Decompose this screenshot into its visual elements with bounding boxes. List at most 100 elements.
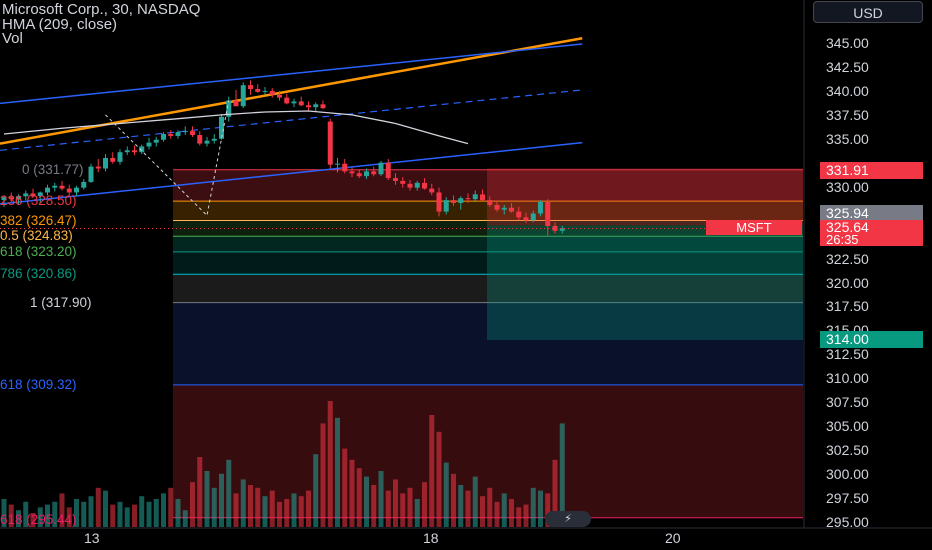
fib-zone: [173, 302, 803, 385]
volume-bar: [451, 473, 456, 527]
volume-bar: [161, 493, 166, 527]
candle-body: [255, 88, 261, 92]
candle-body: [422, 182, 427, 189]
volume-bar: [313, 454, 319, 527]
volume-bar: [95, 487, 101, 527]
volume-bar: [385, 490, 391, 527]
candle-body: [23, 193, 29, 197]
candle-body: [414, 182, 420, 188]
volume-bar: [291, 493, 297, 527]
candle-body: [393, 178, 398, 181]
symbol-title[interactable]: Microsoft Corp., 30, NASDAQ: [2, 1, 201, 18]
hma-curve: [3, 110, 469, 145]
candlesticks: [0, 80, 803, 236]
candle-body: [117, 152, 123, 162]
price-tick: 297.50: [826, 490, 869, 507]
candle-body: [37, 192, 43, 197]
volume-bar: [545, 493, 551, 527]
candle-body: [523, 217, 529, 221]
candle-body: [124, 150, 130, 153]
volume-bar: [472, 476, 478, 527]
candle-body: [74, 187, 79, 193]
price-tick: 310.00: [826, 370, 869, 387]
candle-body: [132, 150, 137, 153]
volume-bar: [465, 490, 471, 527]
candle-body: [248, 85, 253, 89]
candle-body: [400, 180, 406, 184]
candle-body: [30, 193, 36, 197]
symbol-badge: MSFT: [706, 220, 802, 235]
volume-bar: [1, 499, 7, 527]
upper-price-badge: 331.91: [820, 162, 923, 179]
volume-bar: [371, 485, 377, 527]
hma-legend[interactable]: HMA (209, close): [2, 16, 118, 33]
fib-level-label: 1 (317.90): [30, 294, 92, 310]
candle-body: [487, 200, 493, 205]
candle-body: [45, 187, 50, 193]
volume-bar: [37, 507, 43, 527]
volume-bar: [226, 459, 232, 527]
volume-bar: [66, 507, 72, 527]
candle-body: [1, 197, 7, 201]
candle-body: [269, 90, 275, 95]
time-tick: 20: [665, 530, 681, 546]
volume-bar: [480, 496, 485, 527]
volume-bar: [240, 479, 246, 527]
candle-body: [494, 204, 500, 210]
volume-bar: [74, 499, 79, 527]
volume-bar: [197, 457, 203, 527]
candle-body: [146, 142, 152, 147]
volume-bar: [284, 499, 290, 527]
regression-channel[interactable]: [0, 36, 583, 205]
volume-bar: [204, 471, 210, 527]
candle-body: [371, 171, 377, 175]
candle-body: [291, 101, 297, 104]
fib-level-label: 236 (328.50): [0, 193, 77, 209]
time-tick: 18: [423, 530, 439, 546]
candle-body: [182, 131, 188, 133]
fib-zone: [173, 201, 803, 221]
volume-bar: [356, 468, 362, 527]
volume-bar: [422, 482, 427, 527]
volume-bar: [306, 490, 311, 527]
volume-bar: [182, 510, 188, 527]
candle-body: [327, 121, 333, 165]
fib-level-label: 786 (320.86): [0, 266, 77, 282]
lower-price-badge: 314.00: [820, 331, 923, 348]
volume-bar: [153, 499, 159, 527]
volume-legend[interactable]: Vol: [2, 30, 23, 47]
candle-body: [335, 163, 340, 165]
candle-body: [153, 139, 159, 143]
candle-body: [139, 146, 145, 153]
price-tick: 302.50: [826, 442, 869, 459]
candle-body: [509, 207, 514, 212]
candle-body: [52, 185, 58, 188]
volume-bar: [190, 482, 195, 527]
volume-bar: [248, 485, 253, 527]
price-tick: 305.00: [826, 418, 869, 435]
price-tick: 335.00: [826, 130, 869, 147]
volume-bar: [523, 504, 529, 527]
volume-bar: [81, 501, 87, 527]
gray-price-badge: 325.94: [820, 205, 923, 222]
volume-bar: [327, 401, 333, 527]
candle-body: [436, 192, 442, 212]
lightning-icon[interactable]: ⚡: [545, 511, 591, 527]
stop-zone: [487, 168, 803, 226]
candle-body: [342, 163, 348, 172]
volume-bar: [559, 423, 565, 527]
candle-body: [378, 162, 384, 175]
volume-bar: [530, 487, 536, 527]
volume-bar: [364, 476, 369, 527]
volume-bar: [233, 493, 239, 527]
last-price-badge: 325.64: [820, 220, 923, 234]
volume-bar: [335, 417, 340, 527]
candle-body: [407, 183, 413, 188]
price-tick: 330.00: [826, 178, 869, 195]
fib-zone: [173, 251, 803, 275]
volume-bar: [139, 496, 145, 527]
volume-bar: [255, 487, 261, 527]
currency-button[interactable]: USD: [813, 1, 923, 23]
volume-bar: [414, 499, 420, 527]
